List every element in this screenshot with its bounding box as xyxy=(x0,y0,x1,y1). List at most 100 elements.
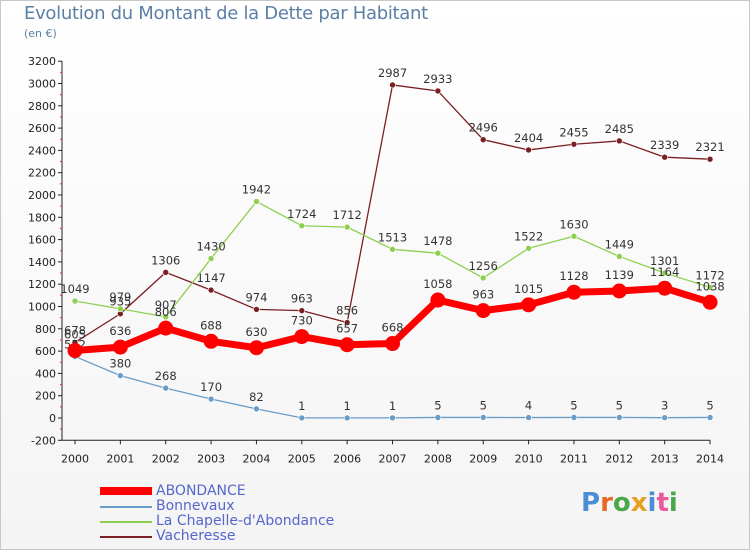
data-label-vacheresse: 2339 xyxy=(650,138,679,152)
data-label-bonnevaux: 170 xyxy=(200,380,222,394)
x-tick-label: 2002 xyxy=(152,452,180,465)
data-point-vacheresse xyxy=(162,269,170,276)
data-label-bonnevaux: 5 xyxy=(570,398,577,412)
legend-swatch xyxy=(100,536,152,538)
data-point-bonnevaux xyxy=(434,414,442,421)
data-label-abondance: 963 xyxy=(472,288,494,302)
data-point-abondance xyxy=(702,294,718,310)
data-point-la-chapelle-d-abondance xyxy=(162,313,170,321)
legend-swatch xyxy=(100,521,152,523)
chart-subtitle: (en €) xyxy=(24,27,57,40)
x-tick-label: 2001 xyxy=(106,452,134,465)
y-tick-label: 2000 xyxy=(28,189,56,202)
y-tick-label: 2600 xyxy=(28,122,56,135)
y-tick-label: 2400 xyxy=(28,144,56,157)
data-label-abondance: 688 xyxy=(200,318,222,332)
x-tick-label: 2011 xyxy=(560,452,588,465)
y-tick-label: 3000 xyxy=(28,78,56,91)
data-point-la-chapelle-d-abondance xyxy=(117,305,124,313)
legend-label: Vacheresse xyxy=(156,528,236,544)
legend-swatch xyxy=(100,487,152,495)
data-point-abondance xyxy=(430,292,446,308)
x-tick-label: 2006 xyxy=(333,452,361,465)
x-tick-label: 2004 xyxy=(242,452,270,465)
data-label-abondance: 668 xyxy=(382,321,404,335)
data-label-bonnevaux: 1 xyxy=(389,399,396,413)
data-point-abondance xyxy=(294,329,310,345)
data-label-bonnevaux: 5 xyxy=(616,398,623,412)
data-label-vacheresse: 974 xyxy=(245,290,267,304)
y-tick-label: 2200 xyxy=(28,167,56,180)
data-point-bonnevaux xyxy=(207,395,215,403)
data-point-abondance xyxy=(339,337,355,353)
data-label-la-chapelle-d-abondance: 1449 xyxy=(605,237,634,251)
legend-label: ABONDANCE xyxy=(156,483,246,499)
data-point-abondance xyxy=(385,336,401,352)
data-label-la-chapelle-d-abondance: 1256 xyxy=(469,259,498,273)
data-label-vacheresse: 1147 xyxy=(196,271,225,285)
data-label-la-chapelle-d-abondance: 1478 xyxy=(423,234,452,248)
chart-title: Evolution du Montant de la Dette par Hab… xyxy=(24,3,428,24)
x-tick-label: 2007 xyxy=(379,452,407,465)
data-point-la-chapelle-d-abondance xyxy=(343,223,351,231)
data-point-la-chapelle-d-abondance xyxy=(706,284,714,291)
data-label-bonnevaux: 5 xyxy=(434,398,441,412)
data-point-abondance xyxy=(475,303,491,319)
data-label-la-chapelle-d-abondance: 1301 xyxy=(650,254,679,268)
proxiti-logo: Proxiti xyxy=(581,488,678,518)
data-label-la-chapelle-d-abondance: 907 xyxy=(155,298,177,312)
data-label-abondance: 1038 xyxy=(695,279,724,293)
data-label-abondance: 630 xyxy=(245,325,267,339)
data-point-la-chapelle-d-abondance xyxy=(570,232,578,240)
data-point-vacheresse xyxy=(525,146,532,154)
data-point-vacheresse xyxy=(207,286,215,294)
y-tick-label: 1200 xyxy=(28,278,56,291)
data-point-la-chapelle-d-abondance xyxy=(616,253,623,260)
data-point-la-chapelle-d-abondance xyxy=(207,255,215,262)
data-label-la-chapelle-d-abondance: 1172 xyxy=(695,268,724,282)
data-label-bonnevaux: 1 xyxy=(298,399,305,413)
data-label-vacheresse: 678 xyxy=(64,323,86,337)
data-label-vacheresse: 1306 xyxy=(151,253,180,267)
data-point-bonnevaux xyxy=(389,414,396,422)
data-point-la-chapelle-d-abondance xyxy=(661,269,668,277)
y-tick-label: 1800 xyxy=(28,211,56,224)
data-label-bonnevaux: 4 xyxy=(525,399,532,413)
data-label-abondance: 806 xyxy=(155,305,177,319)
data-point-la-chapelle-d-abondance xyxy=(389,246,396,253)
data-point-vacheresse xyxy=(479,136,487,143)
data-point-bonnevaux xyxy=(117,372,124,379)
data-point-vacheresse xyxy=(661,153,668,161)
data-point-la-chapelle-d-abondance xyxy=(71,297,79,305)
data-point-abondance xyxy=(203,333,219,349)
data-point-abondance xyxy=(657,280,673,296)
data-point-la-chapelle-d-abondance xyxy=(298,222,306,230)
data-point-bonnevaux xyxy=(479,414,487,421)
data-label-abondance: 1139 xyxy=(605,268,634,282)
data-point-vacheresse xyxy=(343,319,351,326)
data-label-la-chapelle-d-abondance: 979 xyxy=(109,290,131,304)
y-tick-label: -200 xyxy=(31,434,56,447)
data-point-vacheresse xyxy=(570,140,578,148)
data-point-abondance xyxy=(521,297,537,313)
x-tick-label: 2012 xyxy=(605,452,633,465)
legend-label: La Chapelle-d'Abondance xyxy=(156,513,335,529)
data-label-abondance: 636 xyxy=(109,324,131,338)
y-tick-label: 1400 xyxy=(28,256,56,269)
y-tick-label: 1000 xyxy=(28,301,56,314)
y-tick-label: 200 xyxy=(35,390,56,403)
y-tick-label: 0 xyxy=(49,412,56,425)
y-tick-label: 600 xyxy=(35,345,56,358)
x-tick-label: 2005 xyxy=(288,452,316,465)
data-label-la-chapelle-d-abondance: 1430 xyxy=(196,240,225,254)
legend-label: Bonnevaux xyxy=(156,498,235,514)
data-point-vacheresse xyxy=(706,155,714,163)
data-point-la-chapelle-d-abondance xyxy=(434,249,442,257)
y-tick-label: 3200 xyxy=(28,55,56,68)
data-point-abondance xyxy=(611,283,627,299)
data-point-la-chapelle-d-abondance xyxy=(525,244,532,252)
data-label-bonnevaux: 268 xyxy=(155,369,177,383)
y-tick-label: 1600 xyxy=(28,234,56,247)
data-point-abondance xyxy=(112,339,128,355)
